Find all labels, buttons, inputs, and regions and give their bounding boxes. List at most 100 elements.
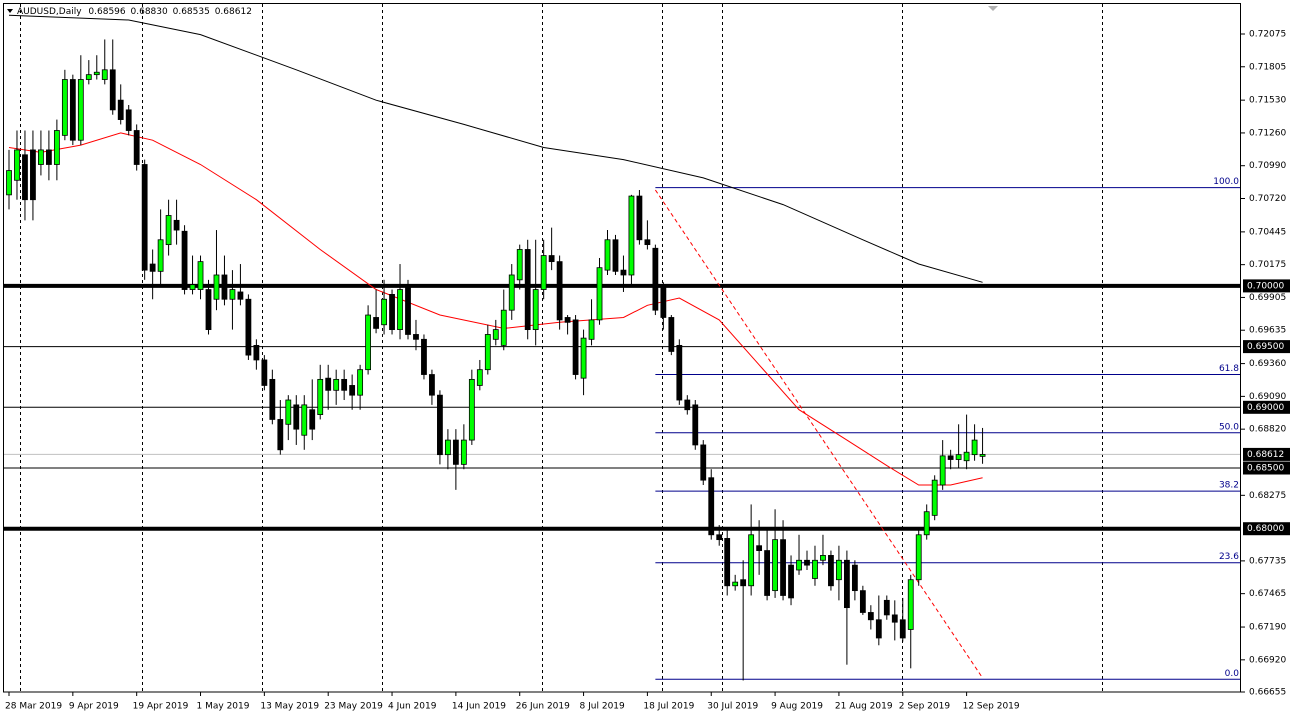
candle-body — [963, 451, 970, 462]
candle-body — [740, 579, 747, 587]
candle-body — [859, 590, 866, 613]
candle-body — [907, 579, 914, 630]
candle-body — [596, 267, 603, 321]
y-tick-label: 0.69360 — [1249, 359, 1286, 369]
candle-body — [53, 130, 60, 165]
candle-body — [548, 255, 555, 263]
fib-label: 50.0 — [1219, 422, 1239, 432]
candle-body — [875, 619, 882, 639]
fib-label: 0.0 — [1225, 669, 1240, 679]
candle-body — [500, 309, 507, 346]
chart-shift-marker[interactable] — [988, 6, 998, 11]
candle-body — [437, 394, 443, 456]
candle-body — [261, 359, 268, 386]
candle-body — [804, 559, 810, 566]
period-separators — [20, 4, 1103, 692]
candle-body — [931, 479, 938, 516]
y-tick-label: 0.67735 — [1249, 556, 1286, 566]
plot-layer: 0.72075 0.71805 0.71530 0.71260 0.70990 0.707… — [4, 14, 1286, 712]
candle-body — [492, 329, 499, 340]
candle-body — [413, 334, 419, 340]
candle-body — [397, 289, 403, 331]
candle-body — [564, 317, 571, 323]
menu-arrow[interactable] — [7, 9, 13, 13]
candle-body — [333, 378, 340, 391]
candle-body — [452, 439, 459, 465]
candle-body — [133, 130, 140, 165]
candle-body — [692, 404, 699, 446]
x-tick-label: 19 Apr 2019 — [133, 702, 189, 712]
candle-body — [181, 230, 188, 290]
x-tick-label: 8 Jul 2019 — [580, 702, 625, 712]
axis-labels: 0.70000 0.69500 0.69000 0.68500 0.68000 0.686… — [1243, 279, 1290, 536]
candle-body — [197, 261, 204, 290]
y-tick-label: 0.66655 — [1249, 688, 1286, 698]
candle-body — [6, 170, 12, 196]
candle-body — [628, 195, 635, 276]
candle-body — [301, 404, 308, 436]
candle-body — [349, 385, 356, 396]
candle-body — [883, 599, 890, 616]
candle-body — [77, 79, 84, 141]
candle-body — [620, 269, 627, 276]
candle-body — [764, 550, 770, 596]
candle-body — [373, 317, 379, 329]
plot-frame — [3, 3, 1241, 693]
y-tick-label: 0.67465 — [1249, 589, 1286, 599]
fib-label: 61.8 — [1219, 364, 1239, 374]
candle-body — [780, 539, 786, 596]
candle-body — [724, 538, 731, 587]
candle-body — [604, 239, 611, 271]
candle-body — [756, 545, 763, 551]
x-tick-label: 12 Sep 2019 — [963, 702, 1020, 712]
candle-body — [979, 454, 986, 457]
candle-body — [540, 255, 547, 290]
candle-body — [460, 439, 467, 465]
fib-label: 23.6 — [1219, 552, 1239, 562]
y-tick-label: 0.71260 — [1249, 128, 1286, 138]
candle-body — [660, 284, 667, 318]
candle-body — [524, 249, 531, 331]
y-tick-label: 0.69905 — [1249, 293, 1286, 303]
candle-body — [189, 284, 196, 290]
y-tick-label: 0.69090 — [1249, 392, 1286, 402]
candle-body — [141, 164, 148, 271]
candle-body — [939, 455, 946, 486]
candle-body — [253, 344, 260, 361]
candle-body — [644, 239, 651, 246]
candle-body — [293, 404, 300, 430]
y-tick-label: 0.70175 — [1249, 260, 1286, 270]
candle-body — [532, 289, 539, 331]
candle-body — [61, 79, 68, 136]
level-label: 0.69500 — [1247, 342, 1284, 352]
candle-body — [476, 369, 483, 386]
candle-body — [245, 298, 252, 356]
header-open: 0.68596 — [88, 7, 125, 17]
candle-body — [309, 409, 316, 430]
candle-body — [955, 454, 962, 460]
candle-body — [796, 559, 802, 571]
candle-body — [229, 289, 236, 300]
candle-body — [836, 559, 842, 581]
candle-body — [421, 338, 427, 375]
x-tick-label: 18 Jul 2019 — [643, 702, 694, 712]
candle-body — [851, 564, 858, 592]
candle-body — [668, 317, 675, 352]
x-tick-label: 30 Jul 2019 — [707, 702, 758, 712]
y-tick-label: 0.69635 — [1249, 326, 1286, 336]
x-tick-label: 23 May 2019 — [324, 702, 383, 712]
y-tick-label: 0.70990 — [1249, 161, 1286, 171]
x-tick-label: 2 Sep 2019 — [899, 702, 951, 712]
candle-body — [389, 293, 395, 331]
candle-body — [788, 564, 794, 599]
level-label-box — [1243, 522, 1290, 536]
candle-body — [205, 289, 212, 331]
y-tick-label: 0.70445 — [1249, 227, 1286, 237]
candle-body — [85, 74, 92, 80]
candle-body — [588, 319, 595, 340]
current-price-label: 0.68612 — [1247, 450, 1284, 460]
candle-body — [484, 334, 491, 371]
